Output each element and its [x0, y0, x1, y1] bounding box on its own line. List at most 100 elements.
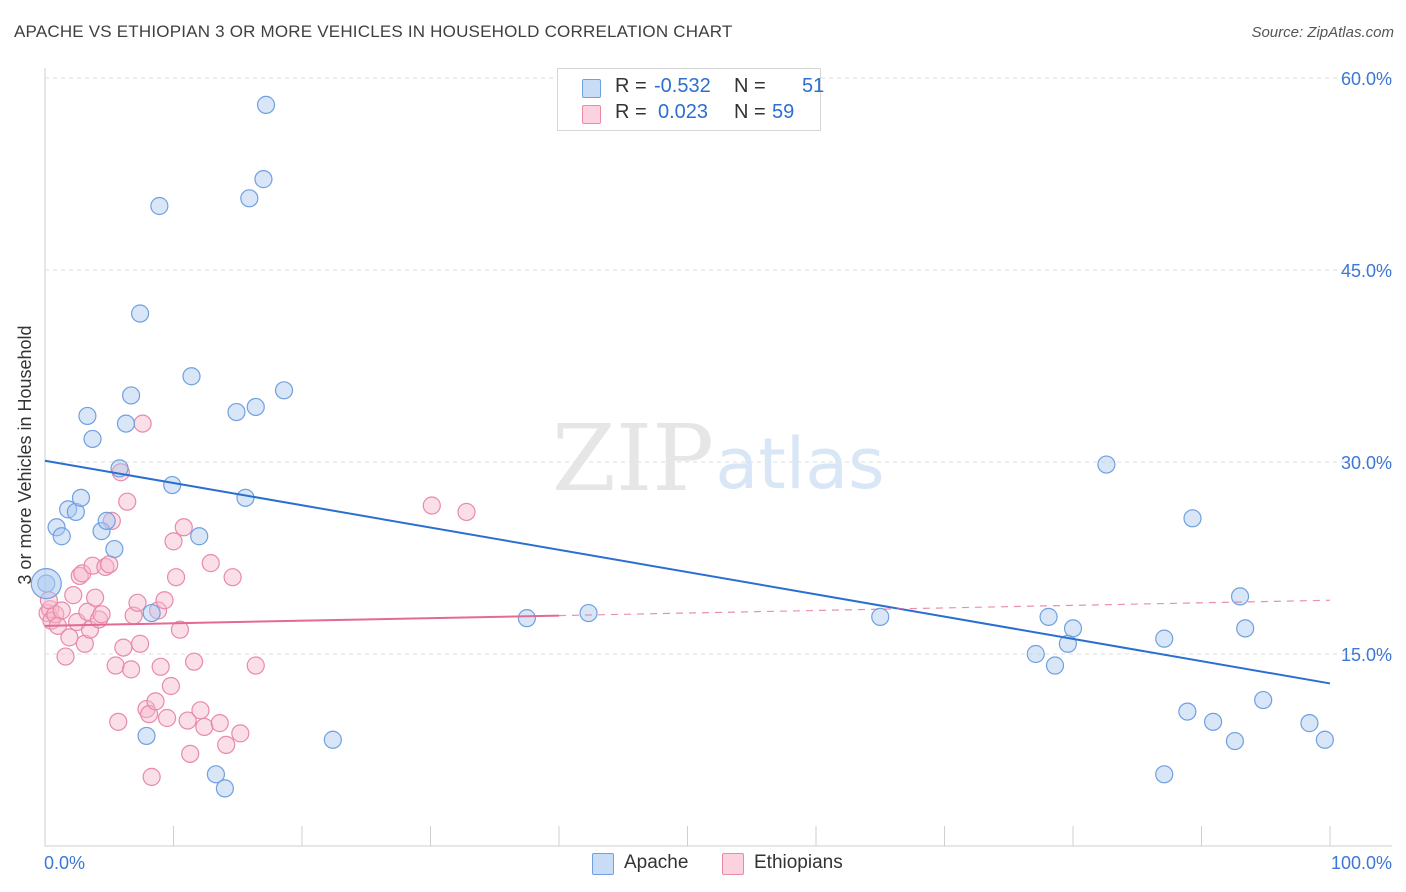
y-tick-label: 45.0%: [1341, 261, 1392, 281]
apache-point: [1178, 702, 1197, 721]
apache-point: [240, 189, 259, 208]
apache-point: [1203, 712, 1223, 731]
apache-point: [323, 730, 342, 749]
x-tick-label-end: 100.0%: [1331, 853, 1392, 873]
ethiopians-point: [142, 767, 161, 786]
ethiopians-point: [60, 628, 79, 647]
ethiopians-trend-line: [44, 614, 560, 627]
apache-point: [1315, 730, 1334, 749]
apache-point: [254, 170, 273, 189]
watermark-atlas: atlas: [715, 423, 884, 505]
ethiopians-point: [170, 620, 190, 639]
apache-point: [227, 402, 246, 422]
ethiopians-point: [174, 518, 193, 537]
legend-label: Apache: [624, 852, 689, 873]
apache-point: [1097, 455, 1116, 474]
apache-point: [1045, 656, 1065, 675]
n-label: N =: [734, 101, 766, 123]
ethiopians-point: [121, 660, 141, 679]
n-label: N =: [734, 75, 766, 97]
apache-point: [92, 522, 111, 541]
y-axis-title-text: 3 or more Vehicles in Household: [15, 325, 35, 585]
apache-point: [97, 511, 116, 530]
ethiopians-swatch: [722, 853, 744, 875]
r-label: R =: [615, 75, 647, 97]
apache-point: [105, 539, 124, 559]
r-value: 0.023: [658, 101, 709, 123]
apache-point: [517, 609, 536, 628]
apache-point: [1183, 509, 1202, 528]
apache-point: [137, 726, 156, 746]
ethiopians-point: [128, 593, 147, 612]
correlation-legend: R = -0.532 N = 51 R = 0.023 N = 59: [557, 68, 825, 131]
apache-point: [78, 406, 97, 426]
ethiopians-point: [457, 502, 476, 522]
r-label: R =: [615, 101, 647, 123]
apache-point: [1155, 765, 1174, 784]
apache-trend-line: [44, 459, 1331, 685]
ethiopians-point: [181, 744, 200, 763]
ethiopians-point: [164, 532, 183, 551]
apache-point: [1063, 619, 1083, 638]
apache-point: [1155, 629, 1174, 648]
apache-point: [190, 527, 209, 546]
apache-point: [215, 779, 234, 798]
ethiopians-point: [166, 568, 186, 587]
ethiopians-point: [210, 714, 229, 733]
apache-point: [1225, 731, 1245, 751]
ethiopians-point: [246, 656, 265, 675]
ethiopians-point: [217, 735, 236, 754]
apache-point: [130, 304, 150, 323]
ethiopians-point: [100, 555, 119, 574]
ethiopians-point: [130, 634, 150, 653]
ethiopians-point: [178, 711, 197, 730]
x-tick-label-start: 0.0%: [44, 853, 85, 873]
apache-point: [579, 603, 598, 623]
ethiopians-point: [109, 712, 128, 731]
ethiopians-point: [75, 634, 94, 653]
y-tick-label: 60.0%: [1341, 69, 1392, 89]
ethiopians-point: [231, 724, 250, 743]
watermark: ZIP atlas: [552, 405, 885, 512]
apache-point: [236, 488, 255, 507]
ethiopians-point: [161, 676, 181, 696]
n-value: 51: [802, 75, 825, 97]
ethiopians-point: [52, 601, 71, 620]
apache-point: [47, 518, 66, 537]
ethiopians-point: [56, 647, 75, 666]
r-value: -0.532: [654, 75, 711, 97]
ethiopians-point: [223, 568, 242, 587]
apache-point: [1236, 619, 1255, 638]
n-value: 59: [772, 101, 795, 123]
watermark-zip: ZIP: [552, 405, 714, 512]
y-tick-label: 15.0%: [1341, 645, 1392, 665]
apache-swatch: [582, 79, 601, 98]
apache-swatch: [592, 853, 614, 875]
apache-point: [1039, 607, 1058, 626]
apache-point: [1026, 644, 1045, 664]
ethiopians-point: [151, 657, 170, 676]
apache-points: [30, 95, 1334, 798]
gridlines: [45, 77, 1392, 655]
ethiopians-point: [118, 492, 137, 511]
ethiopians-point: [155, 591, 174, 610]
y-tick-label: 30.0%: [1341, 453, 1392, 473]
apache-point: [871, 607, 890, 626]
apache-point: [83, 429, 102, 449]
ethiopians-point: [73, 564, 92, 583]
ethiopians-point: [201, 554, 220, 573]
apache-point: [52, 527, 71, 546]
ethiopians-point: [106, 656, 125, 675]
axes: [44, 68, 1392, 847]
apache-point: [206, 765, 226, 784]
legend-label: Ethiopians: [754, 852, 843, 873]
ethiopians-point: [191, 701, 210, 720]
apache-point: [274, 381, 294, 400]
ethiopians-point: [64, 586, 83, 605]
ethiopians-point: [70, 566, 89, 586]
apache-point: [116, 414, 136, 433]
apache-point: [1300, 714, 1319, 733]
chart-title: APACHE VS ETHIOPIAN 3 OR MORE VEHICLES I…: [14, 22, 733, 41]
apache-point: [1230, 587, 1250, 606]
apache-point: [66, 502, 85, 522]
